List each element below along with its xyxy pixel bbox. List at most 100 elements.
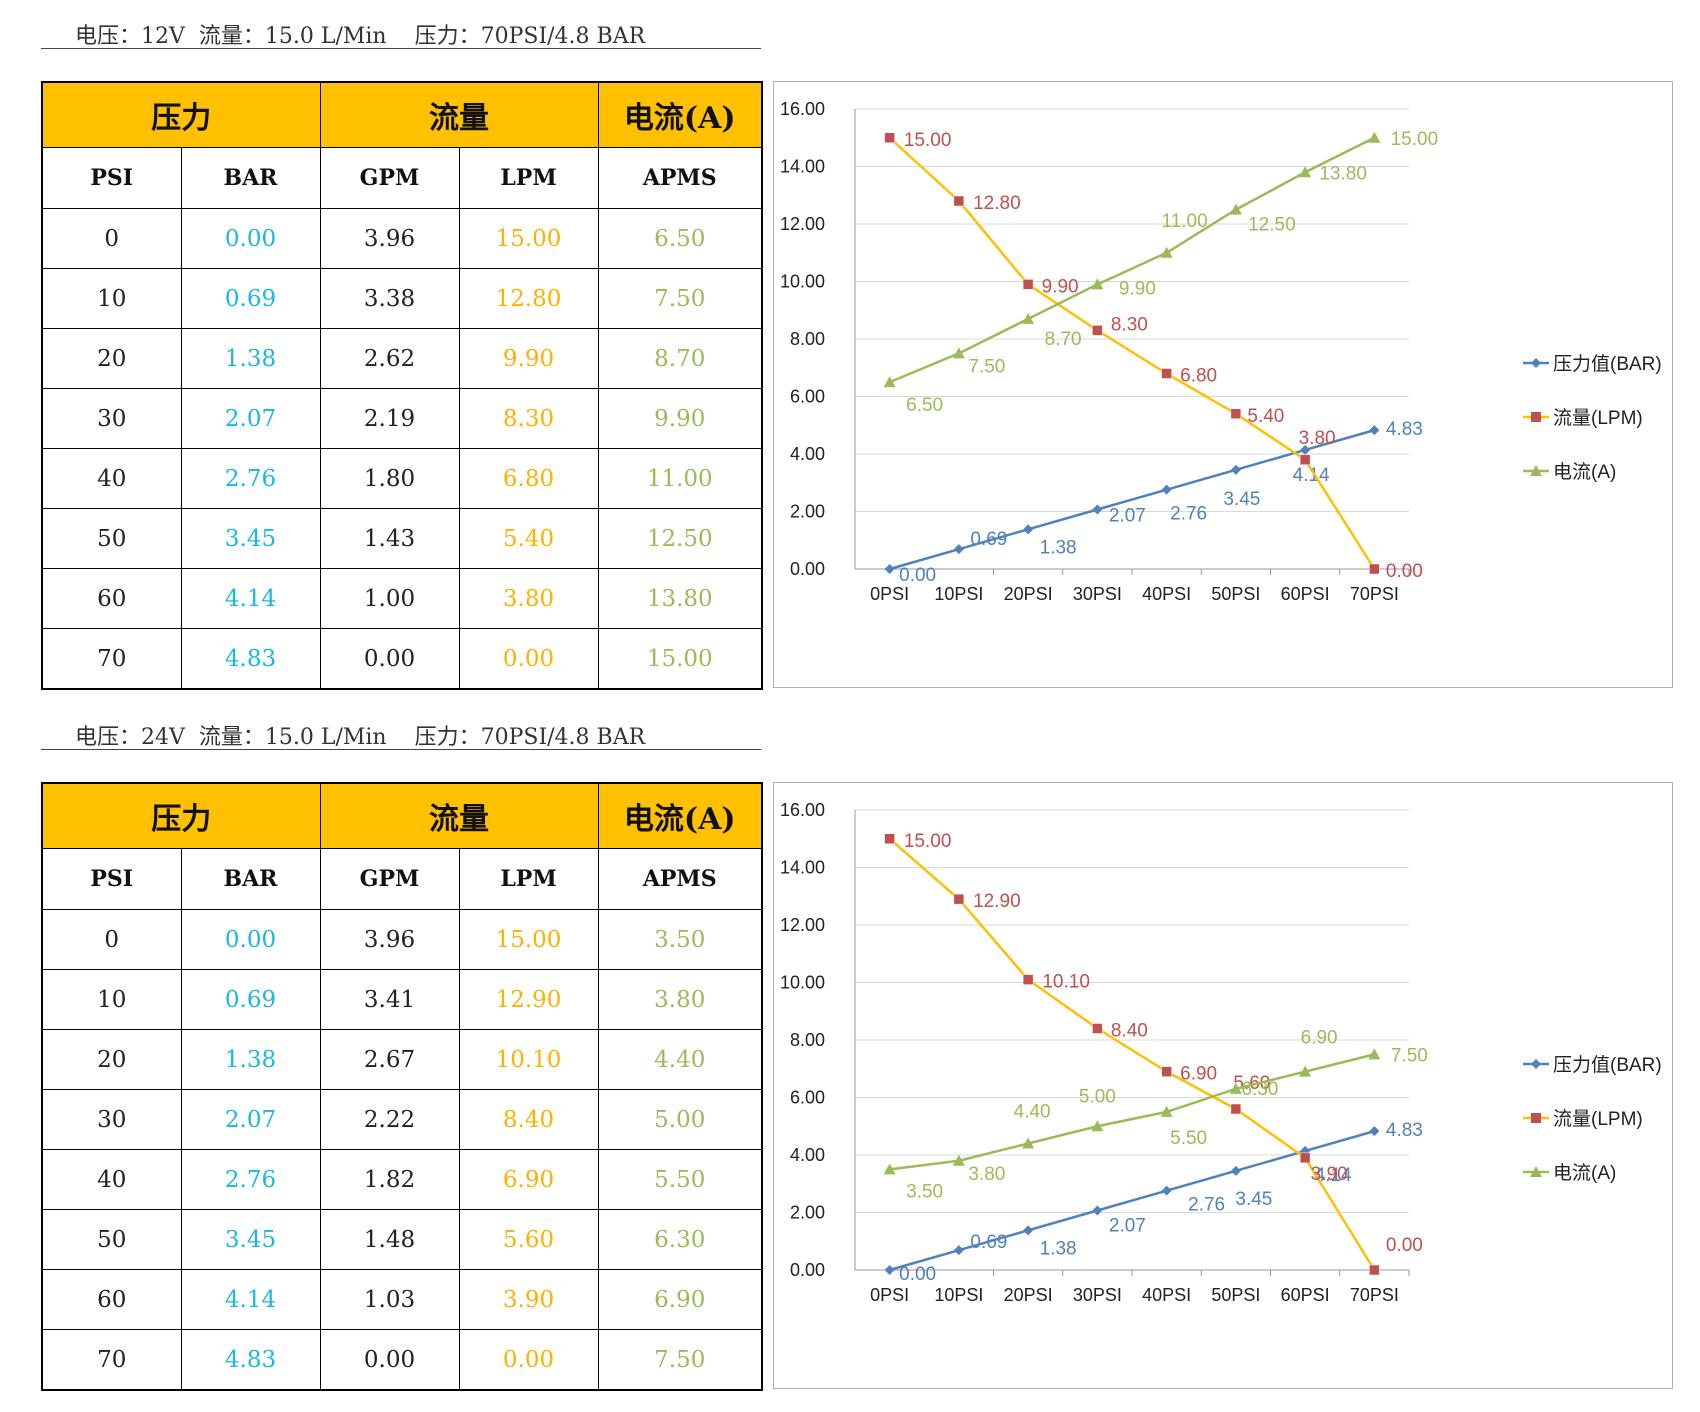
unit-header-psi: PSI [41, 147, 182, 209]
unit-header-bar: BAR [180, 848, 321, 910]
data-point [1022, 312, 1035, 324]
series-0: 0.00 0.69 1.38 2.07 2.76 3.45 4.14 4.83 [884, 1120, 1423, 1285]
bar-cell: 4.14 [180, 568, 321, 629]
apms-cell: 3.80 [597, 969, 763, 1030]
data-point [953, 544, 964, 555]
psi-cell: 20 [41, 1029, 182, 1090]
x-tick-label: 30PSI [1073, 584, 1122, 604]
series-2: 6.50 7.50 8.70 9.90 11.00 12.50 13.80 15.00 [883, 129, 1438, 416]
data-label: 2.76 [1188, 1195, 1225, 1216]
data-point [1160, 246, 1173, 258]
data-label: 4.14 [1293, 465, 1330, 486]
data-label: 13.80 [1319, 163, 1367, 184]
x-tick-label: 60PSI [1281, 1285, 1330, 1305]
data-label: 4.40 [1014, 1102, 1051, 1123]
psi-cell: 0 [41, 909, 182, 970]
x-tick-label: 70PSI [1350, 584, 1399, 604]
y-tick-label: 10.00 [780, 272, 825, 292]
lpm-cell: 6.90 [458, 1149, 599, 1210]
lpm-cell: 5.40 [458, 508, 599, 569]
data-label: 0.00 [899, 1264, 936, 1285]
bar-cell: 0.00 [180, 208, 321, 269]
gpm-cell: 3.96 [319, 208, 460, 269]
y-tick-labels: 0.00 2.00 4.00 6.00 8.00 10.00 12.00 14.00 16.00 [780, 99, 825, 579]
data-point [1229, 1082, 1242, 1094]
line-chart: 0.00 2.00 4.00 6.00 8.00 10.00 12.00 14.00 16.00… [773, 81, 1673, 688]
legend-label: 电流(A) [1553, 1162, 1616, 1184]
psi-cell: 50 [41, 1209, 182, 1270]
x-tick-labels: 0PSI 10PSI 20PSI 30PSI 40PSI 50PSI 60PSI 70PSI [870, 584, 1399, 604]
psi-cell: 70 [41, 628, 182, 690]
apms-cell: 5.50 [597, 1149, 763, 1210]
series-0: 0.00 0.69 1.38 2.07 2.76 3.45 4.14 4.83 [884, 419, 1423, 586]
lpm-cell: 3.90 [458, 1269, 599, 1330]
data-point [1299, 166, 1312, 178]
legend-marker [1531, 412, 1541, 422]
x-tick-label: 10PSI [934, 1285, 983, 1305]
data-point [952, 1154, 965, 1166]
group-header-current: 电流(A) [597, 782, 763, 849]
gridlines [855, 108, 1409, 570]
apms-cell: 8.70 [597, 328, 763, 389]
data-label: 8.70 [1045, 329, 1082, 350]
data-label: 0.69 [970, 529, 1007, 550]
data-point [1161, 368, 1172, 379]
data-point [953, 1245, 964, 1256]
data-label: 3.90 [1311, 1164, 1348, 1185]
series-1: 15.00 12.90 10.10 8.40 6.90 5.60 3.90 0.00 [884, 831, 1423, 1276]
data-point [1160, 1105, 1173, 1117]
data-label: 12.50 [1248, 215, 1296, 236]
bar-cell: 4.83 [180, 1329, 321, 1391]
legend-marker [1531, 1113, 1541, 1123]
data-label: 3.80 [968, 1164, 1005, 1185]
y-tick-label: 0.00 [790, 559, 825, 579]
unit-header-lpm: LPM [458, 848, 599, 910]
gpm-cell: 1.80 [319, 448, 460, 509]
data-point [1230, 464, 1241, 475]
data-point [1092, 1205, 1103, 1216]
table-row: 70 4.83 0.00 0.00 15.00 [41, 628, 763, 690]
lpm-cell: 15.00 [458, 208, 599, 269]
series-line [889, 1129, 1375, 1272]
data-point [1161, 1066, 1172, 1077]
data-point [952, 347, 965, 359]
group-header-pressure: 压力 [41, 81, 321, 148]
data-label: 6.50 [906, 395, 943, 416]
apms-cell: 7.50 [597, 1329, 763, 1391]
data-label: 2.76 [1170, 504, 1207, 525]
y-tick-label: 10.00 [780, 973, 825, 993]
caption-underline [41, 749, 761, 750]
legend-marker [1530, 1166, 1542, 1177]
psi-cell: 30 [41, 1089, 182, 1150]
y-tick-label: 4.00 [790, 1145, 825, 1165]
y-tick-label: 2.00 [790, 502, 825, 522]
apms-cell: 5.00 [597, 1089, 763, 1150]
legend-label: 压力值(BAR) [1553, 353, 1662, 375]
legend-label: 压力值(BAR) [1553, 1054, 1662, 1076]
x-tick-label: 40PSI [1142, 1285, 1191, 1305]
data-label: 1.38 [1040, 1238, 1077, 1259]
caption-underline [41, 48, 761, 49]
x-tick-label: 50PSI [1211, 584, 1260, 604]
legend-marker [1531, 1059, 1541, 1069]
data-label: 7.50 [968, 356, 1005, 377]
legend: 压力值(BAR) 流量(LPM) 电流(A) [1523, 1054, 1662, 1184]
data-label: 11.00 [1162, 211, 1208, 232]
data-point [953, 195, 965, 207]
lpm-cell: 12.80 [458, 268, 599, 329]
x-tick-label: 0PSI [870, 584, 909, 604]
data-point [1091, 278, 1104, 290]
table-row: 60 4.14 1.03 3.90 6.90 [41, 1269, 763, 1330]
data-point [1230, 1103, 1242, 1115]
gpm-cell: 3.96 [319, 909, 460, 970]
data-label: 5.00 [1079, 1086, 1116, 1107]
apms-cell: 4.40 [597, 1029, 763, 1090]
lpm-cell: 6.80 [458, 448, 599, 509]
psi-cell: 60 [41, 568, 182, 629]
data-point [1022, 279, 1034, 290]
data-label: 12.80 [973, 193, 1021, 214]
legend-marker [1530, 465, 1542, 476]
lpm-cell: 0.00 [458, 628, 599, 690]
x-tick-label: 70PSI [1350, 1285, 1399, 1305]
data-point [1161, 1185, 1172, 1196]
